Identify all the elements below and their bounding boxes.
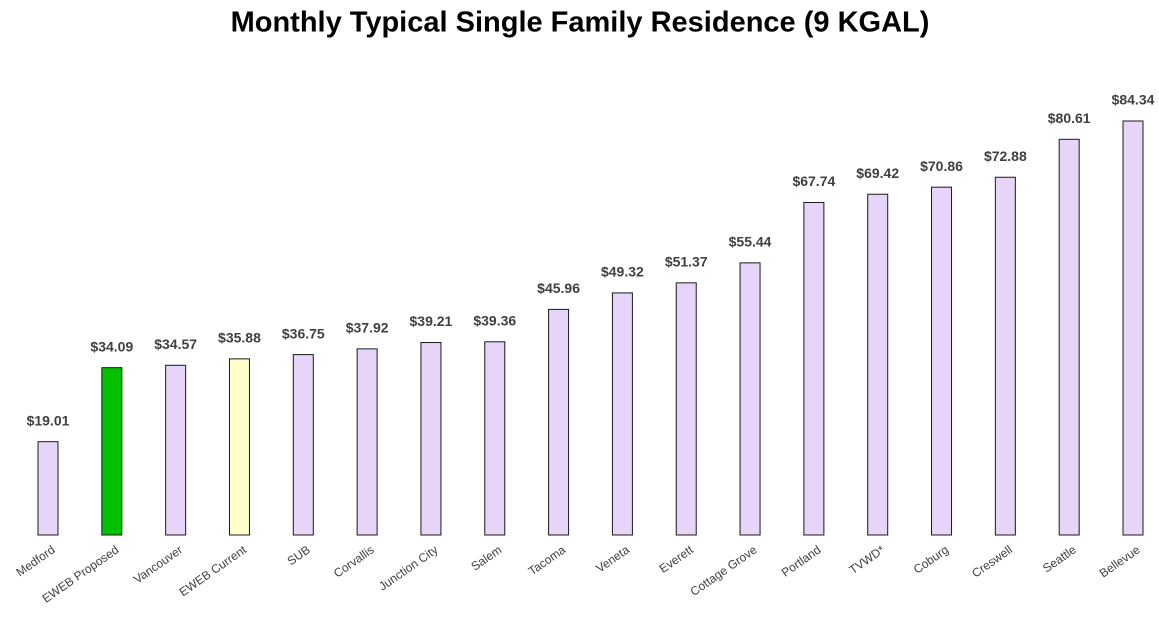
value-label: $19.01 bbox=[27, 412, 70, 428]
value-label: $34.57 bbox=[154, 336, 197, 352]
bar bbox=[484, 341, 506, 536]
bar bbox=[292, 354, 314, 536]
bar bbox=[803, 201, 825, 536]
value-label: $67.74 bbox=[792, 173, 835, 189]
value-label: $39.36 bbox=[473, 312, 516, 328]
x-tick-label: Portland bbox=[779, 543, 824, 580]
value-label: $37.92 bbox=[346, 320, 389, 336]
value-label: $55.44 bbox=[729, 234, 772, 250]
bar bbox=[548, 308, 570, 536]
x-tick-label: Junction City bbox=[376, 543, 440, 594]
value-label: $49.32 bbox=[601, 264, 644, 280]
bar bbox=[165, 364, 187, 536]
x-tick-label: EWEB Current bbox=[177, 542, 250, 599]
x-tick-label: Seattle bbox=[1040, 542, 1079, 575]
bar bbox=[611, 292, 633, 536]
x-tick-label: Bellevue bbox=[1097, 542, 1143, 580]
x-tick-label: Corvallis bbox=[331, 543, 377, 581]
bar bbox=[228, 358, 250, 536]
x-tick-label: Coburg bbox=[911, 543, 951, 577]
value-label: $72.88 bbox=[984, 148, 1027, 164]
value-label: $45.96 bbox=[537, 280, 580, 296]
x-tick-label: SUB bbox=[285, 543, 313, 569]
bar bbox=[1058, 138, 1080, 536]
value-label: $69.42 bbox=[856, 165, 899, 181]
value-label: $35.88 bbox=[218, 330, 261, 346]
x-tick-label: Tacoma bbox=[526, 542, 569, 578]
bar bbox=[994, 176, 1016, 536]
value-label: $51.37 bbox=[665, 254, 708, 270]
bar bbox=[37, 441, 59, 536]
x-tick-label: Salem bbox=[468, 543, 504, 574]
x-tick-label: Cottage Grove bbox=[688, 542, 760, 598]
x-tick-label: Everett bbox=[657, 542, 697, 576]
bar bbox=[1122, 120, 1144, 536]
chart-title: Monthly Typical Single Family Residence … bbox=[231, 7, 930, 39]
bar bbox=[675, 282, 697, 536]
value-label: $39.21 bbox=[410, 313, 453, 329]
bar bbox=[101, 367, 123, 536]
bar bbox=[867, 193, 889, 536]
value-label: $70.86 bbox=[920, 158, 963, 174]
x-tick-label: Medford bbox=[13, 543, 57, 580]
bar bbox=[931, 186, 953, 536]
bar bbox=[420, 342, 442, 536]
x-tick-label: Creswell bbox=[969, 543, 1015, 581]
bar bbox=[356, 348, 378, 536]
x-tick-label: TVWD* bbox=[846, 542, 887, 577]
value-label: $80.61 bbox=[1048, 110, 1091, 126]
value-label: $36.75 bbox=[282, 325, 325, 341]
x-tick-label: Veneta bbox=[593, 542, 632, 575]
value-label: $34.09 bbox=[90, 338, 133, 354]
value-label: $84.34 bbox=[1112, 92, 1155, 108]
x-tick-label: Vancouver bbox=[131, 543, 185, 587]
bar bbox=[739, 262, 761, 536]
